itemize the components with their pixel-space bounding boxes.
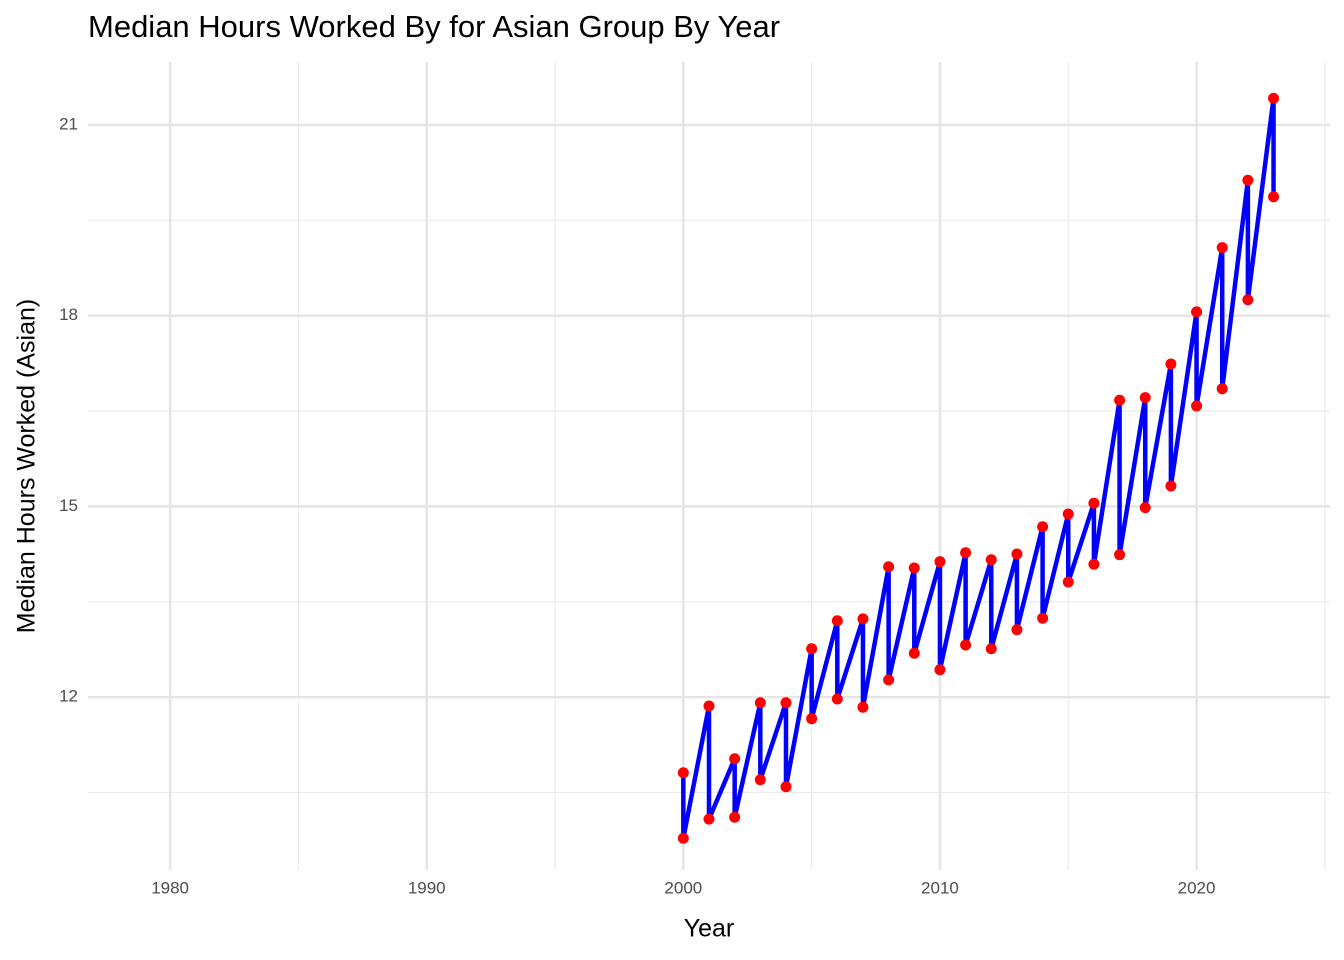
data-point — [1037, 612, 1049, 624]
data-point — [806, 643, 818, 655]
data-point — [1191, 306, 1203, 318]
data-point — [1139, 502, 1151, 514]
data-point — [1165, 480, 1177, 492]
data-point — [1011, 624, 1023, 636]
data-point — [883, 674, 895, 686]
x-tick-label: 2020 — [1178, 878, 1216, 897]
data-point — [1268, 191, 1280, 203]
data-point — [1114, 394, 1126, 406]
data-point — [934, 556, 946, 568]
x-tick-label: 1990 — [408, 878, 446, 897]
data-point — [1062, 508, 1074, 520]
data-point — [985, 643, 997, 655]
data-point — [729, 811, 741, 823]
x-tick-label: 2010 — [921, 878, 959, 897]
data-point — [677, 767, 689, 779]
data-point — [960, 639, 972, 651]
data-line — [681, 95, 1276, 841]
data-point — [1191, 400, 1203, 412]
data-point — [831, 615, 843, 627]
y-tick-label: 18 — [59, 305, 78, 324]
data-point — [754, 774, 766, 786]
chart-title: Median Hours Worked By for Asian Group B… — [88, 9, 780, 44]
data-point — [729, 753, 741, 765]
data-point — [1216, 383, 1228, 395]
data-point — [1139, 392, 1151, 404]
data-point — [1114, 549, 1126, 561]
data-point — [908, 562, 920, 574]
data-point — [831, 693, 843, 705]
data-point — [1062, 576, 1074, 588]
data-point — [960, 547, 972, 559]
x-tick-label: 2000 — [664, 878, 702, 897]
data-point — [677, 832, 689, 844]
data-point — [754, 697, 766, 709]
data-point — [908, 647, 920, 659]
data-point — [883, 561, 895, 573]
data-point — [1011, 548, 1023, 560]
data-point — [780, 697, 792, 709]
data-point — [857, 701, 869, 713]
x-axis-label: Year — [684, 915, 735, 943]
data-point — [1216, 242, 1228, 254]
data-point — [1037, 521, 1049, 533]
data-point — [857, 613, 869, 625]
data-point — [703, 813, 715, 825]
data-point — [780, 781, 792, 793]
data-point — [1165, 358, 1177, 370]
y-tick-label: 12 — [59, 687, 78, 706]
data-point — [703, 700, 715, 712]
x-tick-label: 1980 — [151, 878, 189, 897]
data-point — [934, 664, 946, 676]
y-tick-label: 21 — [59, 114, 78, 133]
y-tick-label: 15 — [59, 496, 78, 515]
data-point — [1088, 497, 1100, 509]
data-point — [1088, 558, 1100, 570]
data-point — [1242, 294, 1254, 306]
y-axis-label: Median Hours Worked (Asian) — [13, 299, 41, 633]
data-point — [1242, 174, 1254, 186]
data-point — [1268, 92, 1280, 104]
data-point — [806, 713, 818, 725]
data-point — [985, 554, 997, 566]
